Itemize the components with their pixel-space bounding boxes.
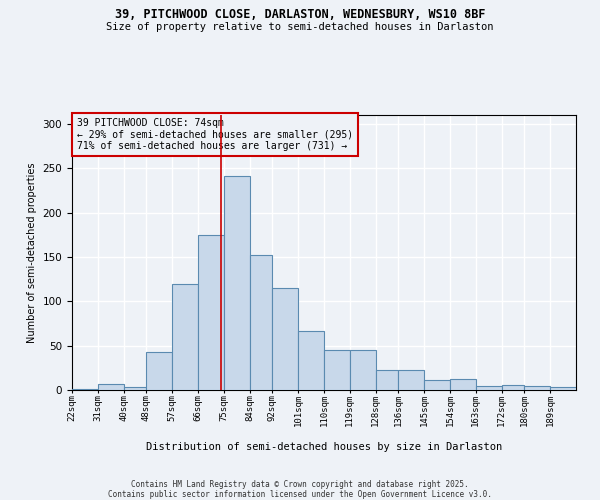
Bar bbox=[376, 370, 398, 390]
Bar bbox=[272, 288, 298, 390]
Bar bbox=[502, 384, 524, 390]
Bar bbox=[450, 380, 476, 390]
Bar bbox=[350, 350, 376, 390]
Text: Size of property relative to semi-detached houses in Darlaston: Size of property relative to semi-detach… bbox=[106, 22, 494, 32]
Bar bbox=[224, 176, 250, 390]
Text: 39 PITCHWOOD CLOSE: 74sqm
← 29% of semi-detached houses are smaller (295)
71% of: 39 PITCHWOOD CLOSE: 74sqm ← 29% of semi-… bbox=[77, 118, 353, 151]
Bar bbox=[172, 284, 198, 390]
Bar bbox=[98, 384, 124, 390]
Bar bbox=[146, 352, 172, 390]
Bar bbox=[124, 388, 146, 390]
Y-axis label: Number of semi-detached properties: Number of semi-detached properties bbox=[27, 162, 37, 343]
Bar bbox=[550, 388, 576, 390]
Bar bbox=[298, 332, 324, 390]
Bar bbox=[324, 350, 350, 390]
Bar bbox=[476, 386, 502, 390]
Bar bbox=[524, 386, 550, 390]
Text: 39, PITCHWOOD CLOSE, DARLASTON, WEDNESBURY, WS10 8BF: 39, PITCHWOOD CLOSE, DARLASTON, WEDNESBU… bbox=[115, 8, 485, 20]
Bar bbox=[198, 235, 224, 390]
Bar bbox=[424, 380, 450, 390]
Bar bbox=[72, 389, 98, 390]
Text: Contains HM Land Registry data © Crown copyright and database right 2025.
Contai: Contains HM Land Registry data © Crown c… bbox=[108, 480, 492, 500]
Text: Distribution of semi-detached houses by size in Darlaston: Distribution of semi-detached houses by … bbox=[146, 442, 502, 452]
Bar bbox=[398, 370, 424, 390]
Bar bbox=[250, 255, 272, 390]
